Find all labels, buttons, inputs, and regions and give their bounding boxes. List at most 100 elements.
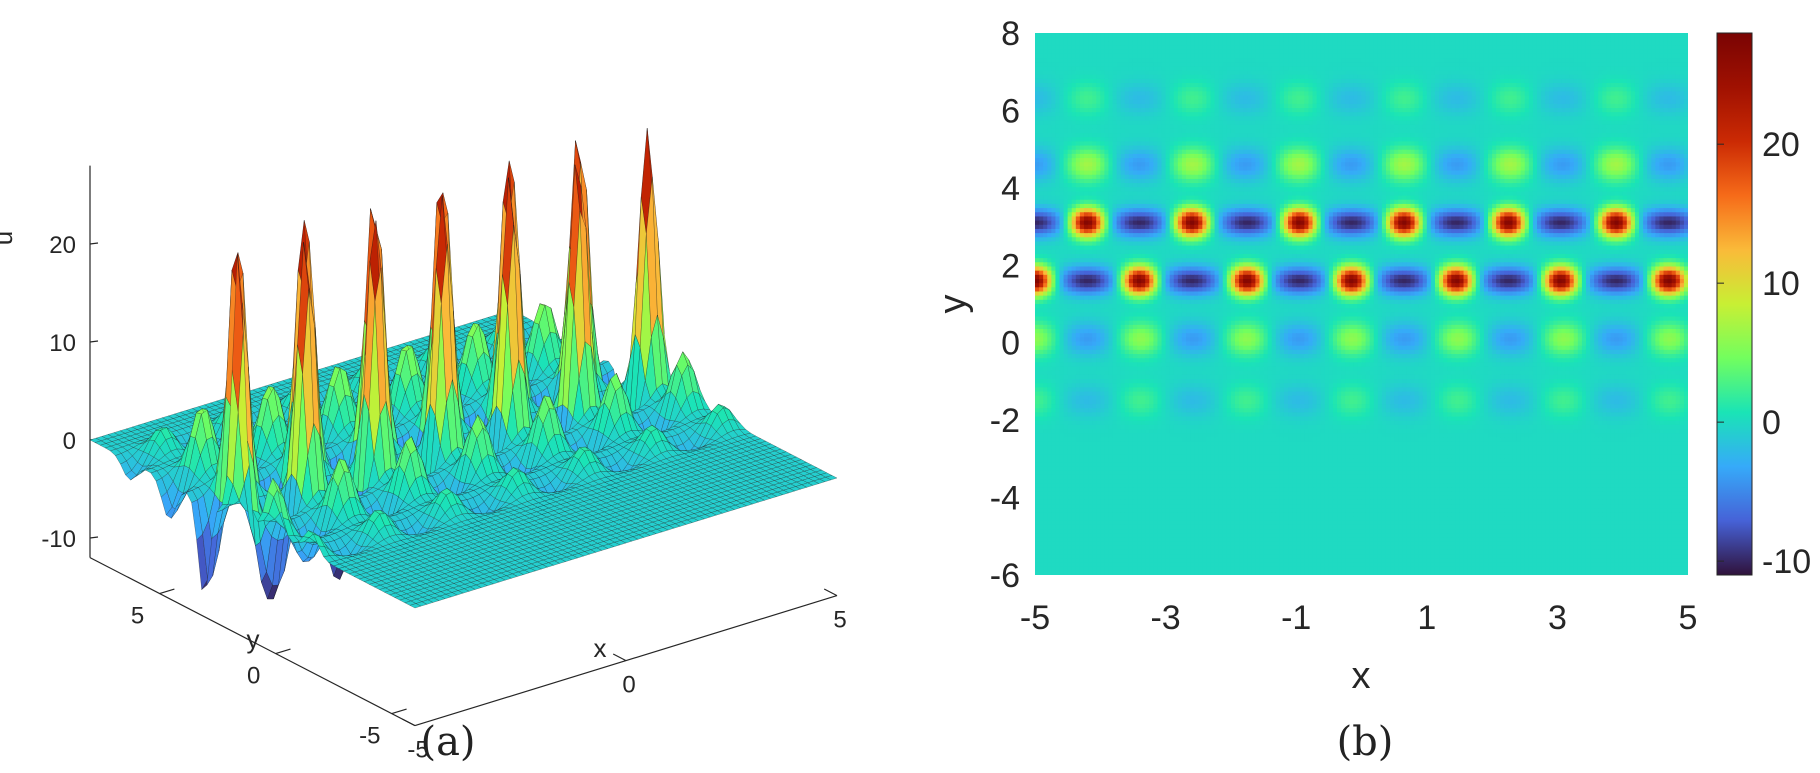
surface-x-tick-label: -5 <box>407 737 428 764</box>
heatmap-cell <box>1059 37 1065 42</box>
heatmap-cell <box>1606 37 1612 42</box>
heatmap-cell <box>1426 33 1432 38</box>
heatmap-cell <box>1557 41 1563 47</box>
heatmap-cell <box>1455 33 1461 38</box>
y-axis-tick <box>159 588 175 595</box>
heatmap-cell <box>1337 37 1342 42</box>
heatmap-cell <box>1243 33 1248 38</box>
heatmap-cell <box>1275 41 1281 47</box>
heatmap-cell <box>1128 33 1134 38</box>
heatmap-cell <box>1202 41 1208 47</box>
heatmap-cell <box>1573 37 1579 42</box>
heatmap-cell <box>1643 37 1648 42</box>
z-axis-tick <box>89 242 99 245</box>
heatmap-cell <box>1181 37 1187 42</box>
heatmap-cell <box>1459 33 1465 38</box>
heatmap-cell <box>1132 33 1138 38</box>
heatmap-cell <box>1508 33 1514 38</box>
heatmap-cell <box>1202 37 1208 42</box>
heatmap-cell <box>1675 41 1681 47</box>
heatmap-cell <box>1169 41 1175 47</box>
heatmap-cell <box>1573 33 1579 38</box>
heatmap-cell <box>1683 37 1688 42</box>
heatmap-cell <box>1447 41 1452 47</box>
heatmap-cell <box>1443 41 1448 47</box>
heatmap-cell <box>1663 33 1669 38</box>
heatmap-cell <box>1590 33 1595 38</box>
heatmap-cell <box>1639 41 1644 47</box>
heatmap-cell <box>1430 41 1436 47</box>
heatmap-cell <box>1626 37 1632 42</box>
heatmap-cell <box>1390 37 1395 42</box>
heatmap-cell <box>1116 41 1122 47</box>
heatmap-cell <box>1634 33 1640 38</box>
heatmap-cell <box>1471 37 1477 42</box>
heatmap-cell <box>1365 37 1371 42</box>
heatmap-cell <box>1210 37 1216 42</box>
heatmap-cell <box>1545 41 1550 47</box>
heatmap-cell <box>1385 33 1391 38</box>
heatmap-cell <box>1626 41 1632 47</box>
heatmap-cell <box>1035 41 1040 47</box>
heatmap-cell <box>1259 41 1265 47</box>
heatmap-cell <box>1194 41 1199 47</box>
heatmap-cell <box>1585 41 1591 47</box>
heatmap-cell <box>1671 37 1677 42</box>
heatmap-cell <box>1345 33 1350 38</box>
heatmap-cell <box>1598 41 1603 47</box>
heatmap-cell <box>1157 33 1163 38</box>
heatmap-cell <box>1414 41 1420 47</box>
heatmap-cell <box>1300 37 1305 42</box>
heatmap-cell <box>1500 33 1505 38</box>
heatmap-cell <box>1075 33 1081 38</box>
heatmap-cell <box>1545 33 1550 38</box>
heatmap-cell <box>1181 33 1187 38</box>
heatmap-cell <box>1104 41 1110 47</box>
heatmap-cell <box>1614 33 1620 38</box>
heatmap-cell <box>1239 33 1244 38</box>
heatmap-cell <box>1602 33 1607 38</box>
heatmap-cell <box>1198 33 1203 38</box>
heatmap-cell <box>1308 33 1314 38</box>
heatmap-cell <box>1337 33 1342 38</box>
heatmap-cell <box>1202 33 1208 38</box>
heatmap-cell <box>1561 37 1567 42</box>
heatmap-cell <box>1410 41 1416 47</box>
heatmap-cell <box>1618 41 1624 47</box>
heatmap-cell <box>1055 33 1061 38</box>
heatmap-cell <box>1349 37 1354 42</box>
heatmap-cell <box>1275 33 1281 38</box>
heatmap-cell <box>1071 37 1077 42</box>
heatmap-cell <box>1488 37 1493 42</box>
heatmap-cell <box>1092 33 1097 38</box>
heatmap-cell <box>1047 45 1052 51</box>
heatmap-cell <box>1214 37 1220 42</box>
heatmap-cell <box>1137 37 1142 42</box>
heatmap-cell <box>1112 33 1118 38</box>
heatmap-cell <box>1504 41 1510 47</box>
heatmap-cell <box>1067 37 1073 42</box>
heatmap-cell <box>1467 37 1473 42</box>
heatmap-cell <box>1365 41 1371 47</box>
surface-x-axis-label: x <box>594 633 607 663</box>
heatmap-cell <box>1610 33 1616 38</box>
heatmap-cell <box>1206 41 1212 47</box>
heatmap-cell <box>1161 41 1167 47</box>
heatmap-cell <box>1035 37 1040 42</box>
heatmap-cell <box>1390 41 1395 47</box>
heatmap-cell <box>1108 33 1114 38</box>
heatmap-cell <box>1536 37 1542 42</box>
surface-z-tick-label: -10 <box>41 526 76 553</box>
heatmap-cell <box>1112 41 1118 47</box>
heatmap-cell <box>1243 37 1248 42</box>
heatmap-cell <box>1549 37 1554 42</box>
heatmap-cell <box>1439 37 1444 42</box>
heatmap-cell <box>1553 33 1558 38</box>
heatmap-cell <box>1173 41 1179 47</box>
heatmap-cell <box>1659 41 1665 47</box>
heatmap-cell <box>1214 33 1220 38</box>
heatmap-cell <box>1512 37 1518 42</box>
heatmap-cell <box>1239 41 1244 47</box>
heatmap-cell <box>1447 33 1452 38</box>
